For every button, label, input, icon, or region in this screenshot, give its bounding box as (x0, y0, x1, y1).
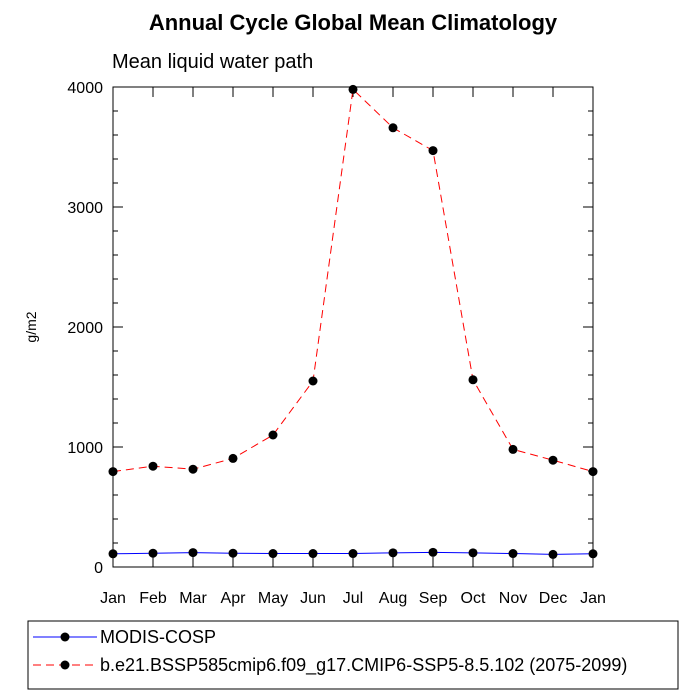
data-point (188, 548, 198, 558)
x-tick-label: Mar (179, 590, 207, 607)
x-tick-label: Jan (580, 590, 606, 607)
legend-marker (60, 632, 70, 642)
data-point (148, 548, 158, 558)
data-point (548, 549, 558, 559)
series-layer (108, 84, 598, 559)
data-point (388, 548, 398, 558)
data-point (308, 376, 318, 386)
data-point (508, 444, 518, 454)
plot-border (112, 86, 594, 568)
data-point (308, 549, 318, 559)
data-point (348, 549, 358, 559)
y-tick-label: 1000 (67, 440, 103, 457)
y-tick-label: 0 (94, 560, 103, 577)
data-point (468, 375, 478, 385)
series-line (112, 88, 594, 473)
data-point (188, 464, 198, 474)
data-point (108, 549, 118, 559)
y-tick-label: 4000 (67, 80, 103, 97)
y-tick-label: 3000 (67, 200, 103, 217)
data-point (588, 549, 598, 559)
data-point (268, 549, 278, 559)
data-point (148, 461, 158, 471)
y-axis: 0 1000 2000 3000 4000 (67, 80, 593, 577)
x-tick-label: Jan (100, 590, 126, 607)
data-point (428, 146, 438, 156)
x-tick-label: Jun (300, 590, 326, 607)
x-tick-label: May (258, 590, 288, 607)
x-tick-label: Nov (499, 590, 527, 607)
data-point (508, 549, 518, 559)
data-point (468, 548, 478, 558)
x-tick-label: Aug (379, 590, 407, 607)
data-point (588, 467, 598, 477)
legend-label: MODIS-COSP (100, 627, 216, 647)
legend-marker (60, 660, 70, 670)
data-point (268, 430, 278, 440)
chart-title: Annual Cycle Global Mean Climatology (149, 10, 558, 35)
chart-subtitle: Mean liquid water path (112, 51, 313, 73)
x-tick-label: Oct (461, 590, 486, 607)
data-point (428, 547, 438, 557)
data-point (108, 467, 118, 477)
data-point (228, 548, 238, 558)
plot-frame (112, 86, 594, 568)
data-point (348, 84, 358, 94)
x-axis: Jan Feb Mar Apr May Jun Jul Aug Sep Oct Nov Dec Jan (100, 87, 606, 607)
x-tick-label: Dec (539, 590, 567, 607)
legend: MODIS-COSP b.e21.BSSP585cmip6.f09_g17.CMI… (27, 620, 679, 690)
series-1 (108, 547, 598, 559)
legend-box (27, 620, 679, 690)
data-point (548, 455, 558, 465)
x-tick-label: Sep (419, 590, 448, 607)
legend-label: b.e21.BSSP585cmip6.f09_g17.CMIP6-SSP5-8.… (100, 655, 627, 676)
x-tick-label: Apr (221, 590, 247, 607)
y-axis-label: g/m2 (23, 311, 39, 342)
series-2 (108, 84, 598, 477)
data-point (228, 453, 238, 463)
x-tick-label: Jul (343, 590, 363, 607)
data-point (388, 123, 398, 133)
y-tick-label: 2000 (67, 320, 103, 337)
x-tick-label: Feb (139, 590, 167, 607)
